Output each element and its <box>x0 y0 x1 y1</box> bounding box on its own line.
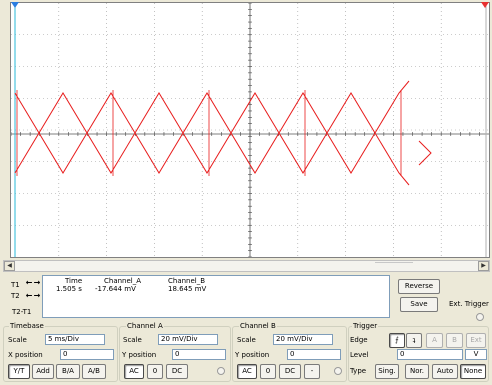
channel-a-group <box>119 326 231 382</box>
channel-b-scale-label: Scale <box>237 336 256 344</box>
scope-display <box>11 3 489 257</box>
scroll-right-button[interactable]: ▶ <box>478 261 489 271</box>
timebase-title: Timebase <box>9 322 45 330</box>
trigger-none-button[interactable]: None <box>460 364 486 379</box>
trigger-level-unit[interactable]: V <box>465 349 487 360</box>
grid-lines <box>11 3 489 257</box>
trigger-normal-button[interactable]: Nor. <box>405 364 429 379</box>
channel-a-scale-field[interactable]: 20 mV/Div <box>158 334 218 345</box>
ext-trigger-label: Ext. Trigger <box>449 300 489 308</box>
channel-b-ac-button[interactable]: AC <box>237 364 257 379</box>
mode-yt-button[interactable]: Y/T <box>8 364 30 379</box>
timebase-group <box>3 326 118 382</box>
channel-b-radio[interactable] <box>334 367 342 375</box>
channel-b-ypos-label: Y position <box>235 351 270 359</box>
channel-b-ypos-field[interactable]: 0 <box>287 349 341 360</box>
readout-t1-channel-a: -17.644 mV <box>95 285 136 293</box>
channel-a-zero-button[interactable]: 0 <box>147 364 163 379</box>
cursor-t2-marker[interactable] <box>481 2 489 8</box>
channel-a-ypos-label: Y position <box>122 351 157 359</box>
trigger-auto-button[interactable]: Auto <box>432 364 458 379</box>
channel-b-dc-button[interactable]: DC <box>279 364 301 379</box>
channel-a-radio[interactable] <box>217 367 225 375</box>
timebase-xpos-field[interactable]: 0 <box>60 349 114 360</box>
mode-ab-button[interactable]: A/B <box>82 364 106 379</box>
trigger-edge-label: Edge <box>350 336 368 344</box>
trigger-rising-edge-button[interactable]: ⨍ <box>389 333 405 348</box>
mode-ba-button[interactable]: B/A <box>56 364 80 379</box>
save-button[interactable]: Save <box>400 297 438 312</box>
timebase-scale-label: Scale <box>8 336 27 344</box>
readout-t1-channel-b: 18.645 mV <box>168 285 207 293</box>
channel-a-ypos-field[interactable]: 0 <box>172 349 226 360</box>
trigger-source-ext-button[interactable]: Ext <box>466 333 486 348</box>
horizontal-scrollbar[interactable]: ◀ ▶ <box>3 260 490 272</box>
channel-a-scale-label: Scale <box>123 336 142 344</box>
reverse-button[interactable]: Reverse <box>398 279 440 294</box>
measurement-readout: Time Channel_A Channel_B 1.505 s -17.644… <box>42 275 390 318</box>
scroll-thumb[interactable] <box>375 262 413 270</box>
trigger-source-a-button[interactable]: A <box>426 333 443 348</box>
t1-left-arrow-icon[interactable]: ← <box>25 278 33 287</box>
trigger-title: Trigger <box>352 322 379 330</box>
channel-b-zero-button[interactable]: 0 <box>260 364 276 379</box>
channel-a-dc-button[interactable]: DC <box>166 364 188 379</box>
channel-a-ac-button[interactable]: AC <box>124 364 144 379</box>
channel-b-group <box>232 326 347 382</box>
t2-label: T2 <box>11 292 20 300</box>
trigger-level-field[interactable]: 0 <box>397 349 463 360</box>
trigger-single-button[interactable]: Sing. <box>375 364 399 379</box>
scroll-left-button[interactable]: ◀ <box>4 261 15 271</box>
mode-add-button[interactable]: Add <box>32 364 54 379</box>
cursor-t1-marker[interactable] <box>11 2 19 8</box>
readout-header-time: Time <box>65 277 83 285</box>
readout-header-channel-b: Channel_B <box>168 277 206 285</box>
t2-left-arrow-icon[interactable]: ← <box>25 291 33 300</box>
ext-trigger-radio[interactable] <box>476 313 484 321</box>
timebase-xpos-label: X position <box>8 351 43 359</box>
t2t1-label: T2-T1 <box>12 308 32 316</box>
waveform-traces <box>14 80 432 186</box>
trigger-level-label: Level <box>350 351 369 359</box>
trigger-group <box>348 326 489 382</box>
t1-right-arrow-icon[interactable]: → <box>33 278 41 287</box>
readout-t1-time: 1.505 s <box>56 285 82 293</box>
t1-label: T1 <box>11 281 20 289</box>
t2-right-arrow-icon[interactable]: → <box>33 291 41 300</box>
readout-header-channel-a: Channel_A <box>104 277 142 285</box>
channel-b-scale-field[interactable]: 20 mV/Div <box>273 334 333 345</box>
trigger-falling-edge-button[interactable]: ʇ <box>406 333 422 348</box>
trigger-type-label: Type <box>350 367 367 375</box>
trace-tail <box>418 140 432 166</box>
channel-b-title: Channel B <box>239 322 277 330</box>
timebase-scale-field[interactable]: 5 ms/Div <box>45 334 105 345</box>
channel-b-invert-button[interactable]: - <box>304 364 320 379</box>
channel-a-title: Channel A <box>126 322 164 330</box>
channel-b-trace <box>14 92 410 186</box>
trigger-source-b-button[interactable]: B <box>446 333 463 348</box>
scope-screen[interactable] <box>10 2 490 258</box>
